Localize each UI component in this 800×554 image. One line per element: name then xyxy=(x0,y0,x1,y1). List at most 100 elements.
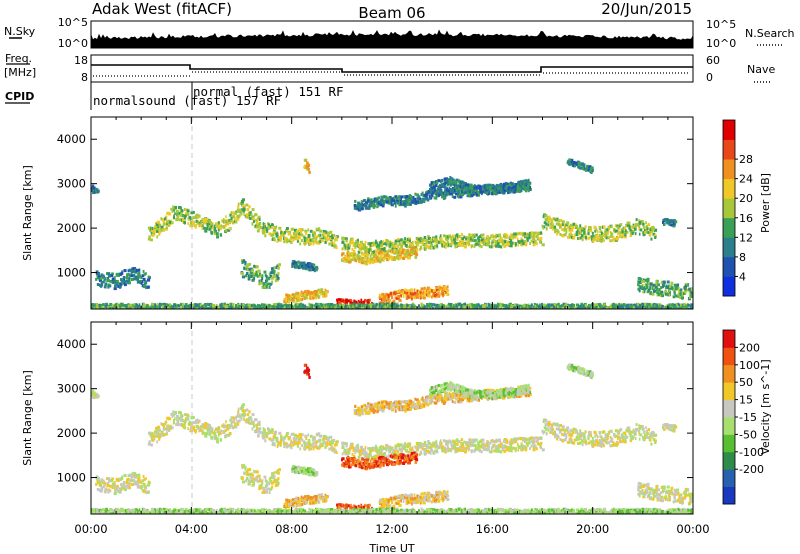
power-echo-pixel xyxy=(282,234,285,238)
power-echo-pixel xyxy=(145,304,149,308)
power-echo-band xyxy=(541,213,658,243)
power-echo-pixel xyxy=(333,244,337,248)
power-echo-pixel xyxy=(452,183,456,187)
power-echo-pixel xyxy=(336,298,339,302)
power-echo-pixel xyxy=(412,295,415,299)
power-echo-pixel xyxy=(671,219,675,223)
power-echo-pixel xyxy=(416,193,419,197)
power-echo-pixel xyxy=(388,242,391,246)
power-echo-band xyxy=(429,176,532,196)
power-echo-pixel xyxy=(379,246,383,250)
power-echo-pixel xyxy=(108,307,111,309)
power-echo-pixel xyxy=(114,284,117,288)
power-echo-pixel xyxy=(541,224,544,228)
power-echo-pixel xyxy=(432,191,435,195)
power-echo-pixel xyxy=(288,306,292,309)
power-echo-pixel xyxy=(311,231,314,235)
power-echo-pixel xyxy=(174,206,177,209)
power-echo-pixel xyxy=(382,240,385,244)
power-echo-pixel xyxy=(451,195,454,198)
power-echo-pixel xyxy=(635,218,638,222)
power-echo-pixel xyxy=(304,241,307,245)
power-echo-pixel xyxy=(494,235,497,239)
power-echo-pixel xyxy=(373,304,377,308)
power-echo-pixel xyxy=(414,255,418,259)
power-echo-pixel xyxy=(178,307,181,309)
power-echo-pixel xyxy=(602,234,605,237)
power-echo-pixel xyxy=(348,260,351,264)
power-echo-pixel xyxy=(378,249,381,253)
power-echo-pixel xyxy=(461,240,464,243)
power-echo-pixel xyxy=(257,228,260,232)
power-echo-pixel xyxy=(107,272,111,276)
power-echo-pixel xyxy=(210,225,213,229)
cpid-label: CPID xyxy=(5,90,34,103)
power-echo-pixel xyxy=(435,196,438,200)
power-echo-pixel xyxy=(502,191,506,195)
power-echo-pixel xyxy=(617,231,620,235)
power-echo-pixel xyxy=(493,244,497,248)
power-echo-pixel xyxy=(382,298,386,301)
power-echo-pixel xyxy=(177,214,180,218)
power-echo-pixel xyxy=(114,280,117,283)
power-echo-pixel xyxy=(616,235,619,239)
power-echo-pixel xyxy=(117,284,120,288)
power-echo-pixel xyxy=(163,222,167,226)
power-echo-pixel xyxy=(151,226,154,230)
power-echo-pixel xyxy=(315,235,319,239)
power-echo-pixel xyxy=(387,297,390,301)
power-echo-pixel xyxy=(263,285,267,289)
power-echo-pixel xyxy=(276,240,279,243)
power-echo-pixel xyxy=(377,247,380,251)
power-echo-pixel xyxy=(396,249,400,253)
power-echo-pixel xyxy=(532,241,536,244)
power-echo-pixel xyxy=(390,203,394,207)
power-echo-pixel xyxy=(644,278,648,282)
power-echo-pixel xyxy=(437,290,440,294)
frequency-panel: Freq. [MHz] 18 8 60 0 Nave xyxy=(4,52,775,84)
power-echo-pixel xyxy=(522,242,525,246)
power-echo-pixel xyxy=(665,286,667,290)
power-echo-pixel xyxy=(439,184,442,188)
power-echo-pixel xyxy=(509,235,513,239)
power-echo-pixel xyxy=(203,226,206,230)
power-echo-pixel xyxy=(283,231,286,234)
power-echo-pixel xyxy=(511,241,514,245)
power-echo-pixel xyxy=(506,184,510,188)
power-echo-pixel xyxy=(243,267,245,271)
power-echo-pixel xyxy=(246,208,250,212)
power-echo-pixel xyxy=(457,307,461,309)
power-echo-pixel xyxy=(436,288,439,292)
power-echo-pixel xyxy=(587,236,591,240)
power-echo-pixel xyxy=(257,224,260,228)
power-echo-pixel xyxy=(437,179,441,183)
power-echo-pixel xyxy=(128,277,130,281)
power-echo-pixel xyxy=(527,186,530,190)
power-echo-pixel xyxy=(292,297,295,301)
power-echo-pixel xyxy=(475,186,478,190)
power-echo-pixel xyxy=(440,242,443,246)
power-echo-pixel xyxy=(630,305,632,309)
power-echo-pixel xyxy=(300,228,303,231)
power-echo-pixel xyxy=(455,303,459,307)
power-echo-pixel xyxy=(129,274,132,278)
power-echo-pixel xyxy=(341,236,345,240)
power-echo-pixel xyxy=(353,206,356,210)
power-echo-pixel xyxy=(311,294,315,298)
power-echo-pixel xyxy=(664,307,666,309)
power-echo-pixel xyxy=(501,242,505,246)
power-echo-pixel xyxy=(448,186,451,190)
power-echo-pixel xyxy=(620,228,624,232)
power-echo-pixel xyxy=(301,265,304,268)
power-echo-pixel xyxy=(494,190,497,194)
power-echo-pixel xyxy=(423,236,427,239)
power-echo-pixel xyxy=(409,194,413,198)
power-echo-pixel xyxy=(494,187,497,191)
power-echo-pixel xyxy=(484,238,488,242)
power-echo-pixel xyxy=(104,304,107,308)
power-echo-pixel xyxy=(405,297,409,300)
power-echo-pixel xyxy=(557,230,560,234)
power-echo-pixel xyxy=(212,226,214,230)
power-echo-pixel xyxy=(421,197,424,201)
power-echo-pixel xyxy=(556,232,559,236)
